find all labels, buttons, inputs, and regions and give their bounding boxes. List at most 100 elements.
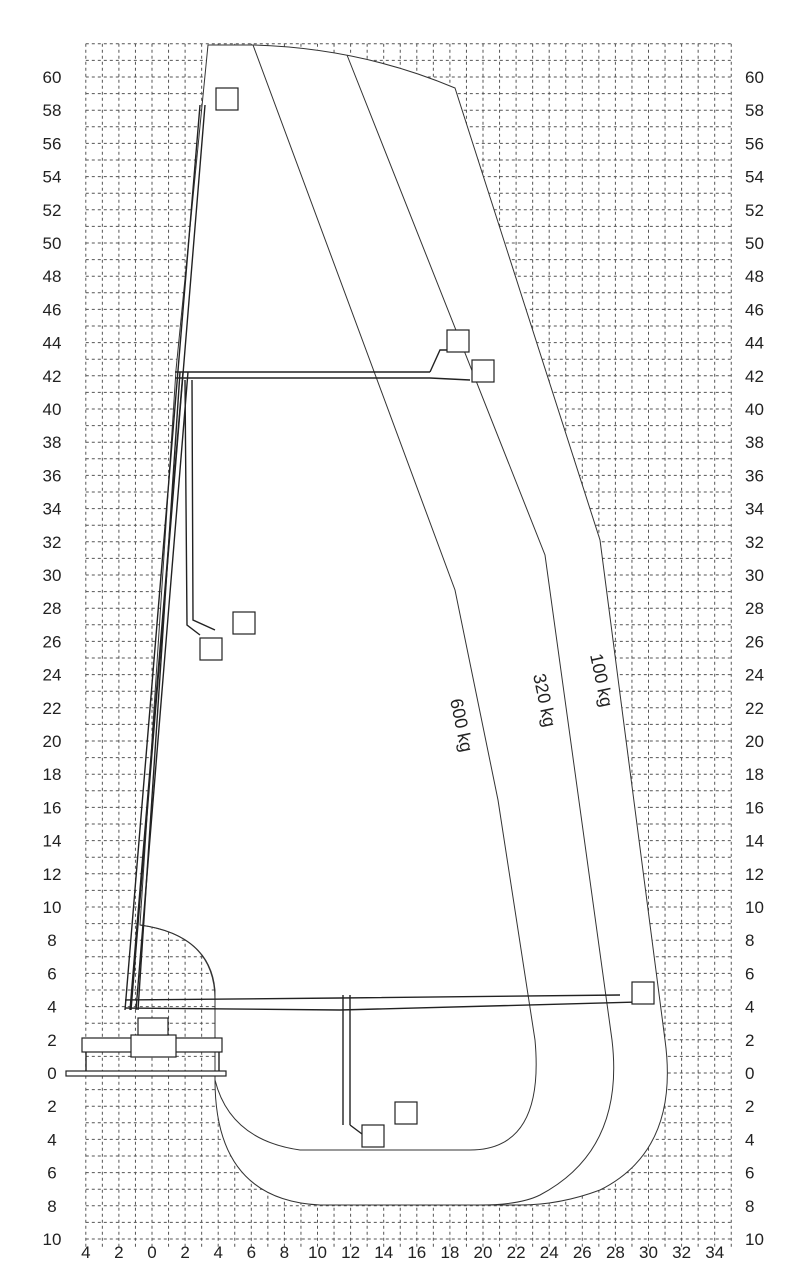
y-tick-label: 20 — [745, 732, 764, 751]
curve-320kg — [346, 54, 615, 1206]
y-tick-label: 4 — [47, 1130, 56, 1149]
x-tick-label: 2 — [180, 1243, 189, 1262]
x-tick-label: 34 — [705, 1243, 724, 1262]
x-tick-label: 16 — [407, 1243, 426, 1262]
y-tick-label: 16 — [43, 798, 62, 817]
y-tick-label: 2 — [47, 1097, 56, 1116]
x-tick-label: 4 — [213, 1243, 222, 1262]
y-tick-label: 58 — [43, 101, 62, 120]
y-tick-label: 24 — [43, 666, 62, 685]
x-tick-label: 28 — [606, 1243, 625, 1262]
y-tick-label: 30 — [745, 566, 764, 585]
y-tick-label: 44 — [745, 334, 764, 353]
x-tick-label: 10 — [308, 1243, 327, 1262]
y-tick-label: 28 — [745, 599, 764, 618]
y-tick-label: 52 — [43, 201, 62, 220]
y-tick-label: 8 — [745, 1197, 754, 1216]
x-tick-label: 2 — [114, 1243, 123, 1262]
y-tick-label: 30 — [43, 566, 62, 585]
y-tick-label: 24 — [745, 666, 764, 685]
y-tick-label: 38 — [745, 433, 764, 452]
x-tick-label: 32 — [672, 1243, 691, 1262]
y-tick-label: 22 — [745, 699, 764, 718]
y-tick-label: 6 — [745, 1164, 754, 1183]
y-tick-label: 18 — [745, 765, 764, 784]
y-tick-label: 26 — [43, 632, 62, 651]
y-tick-label: 58 — [745, 101, 764, 120]
y-tick-label: 10 — [745, 1230, 764, 1249]
ground-plate — [65, 1070, 227, 1077]
y-tick-label: 4 — [745, 998, 754, 1017]
x-tick-label: 14 — [374, 1243, 393, 1262]
y-tick-label: 56 — [43, 134, 62, 153]
y-tick-label: 40 — [745, 400, 764, 419]
y-tick-label: 2 — [745, 1097, 754, 1116]
y-tick-label: 4 — [47, 998, 56, 1017]
x-tick-label: 18 — [440, 1243, 459, 1262]
x-tick-label: 20 — [474, 1243, 493, 1262]
y-tick-label: 6 — [745, 964, 754, 983]
y-tick-label: 38 — [43, 433, 62, 452]
machine — [65, 87, 655, 1148]
y-tick-label: 32 — [43, 533, 62, 552]
y-tick-label: 2 — [745, 1031, 754, 1050]
x-tick-label: 6 — [247, 1243, 256, 1262]
y-tick-label: 18 — [43, 765, 62, 784]
x-tick-label: 26 — [573, 1243, 592, 1262]
y-tick-label: 40 — [43, 400, 62, 419]
y-tick-label: 16 — [745, 798, 764, 817]
y-tick-label: 28 — [43, 599, 62, 618]
y-tick-label: 46 — [745, 300, 764, 319]
y-tick-label: 4 — [745, 1130, 754, 1149]
y-tick-label: 10 — [745, 898, 764, 917]
x-tick-label: 12 — [341, 1243, 360, 1262]
y-tick-label: 42 — [43, 367, 62, 386]
y-tick-label: 8 — [745, 931, 754, 950]
y-tick-label: 22 — [43, 699, 62, 718]
y-axis-left: 6058565452504846444240383634323028262422… — [43, 68, 62, 1249]
y-tick-label: 26 — [745, 632, 764, 651]
envelope-100kg — [139, 44, 668, 1206]
y-tick-label: 60 — [745, 68, 764, 87]
y-tick-label: 46 — [43, 300, 62, 319]
y-tick-label: 0 — [745, 1064, 754, 1083]
y-tick-label: 34 — [43, 500, 62, 519]
y-tick-label: 60 — [43, 68, 62, 87]
y-tick-label: 14 — [43, 832, 62, 851]
y-tick-label: 8 — [47, 1197, 56, 1216]
y-tick-label: 34 — [745, 500, 764, 519]
y-tick-label: 2 — [47, 1031, 56, 1050]
y-tick-label: 54 — [745, 168, 764, 187]
y-tick-label: 14 — [745, 832, 764, 851]
x-tick-label: 4 — [81, 1243, 90, 1262]
x-axis: 4 2 0 2 4 6 8 10 12 14 16 18 20 22 24 26 28 30 32 34 — [81, 1243, 724, 1262]
curve-600kg — [214, 44, 537, 1151]
y-tick-label: 54 — [43, 168, 62, 187]
x-tick-label: 0 — [147, 1243, 156, 1262]
x-tick-label: 22 — [507, 1243, 526, 1262]
y-tick-label: 44 — [43, 334, 62, 353]
y-tick-label: 12 — [43, 865, 62, 884]
y-tick-label: 42 — [745, 367, 764, 386]
y-tick-label: 50 — [745, 234, 764, 253]
y-tick-label: 10 — [43, 1230, 62, 1249]
y-tick-label: 36 — [43, 466, 62, 485]
y-tick-label: 52 — [745, 201, 764, 220]
y-tick-label: 8 — [47, 931, 56, 950]
y-tick-label: 48 — [745, 267, 764, 286]
y-tick-label: 10 — [43, 898, 62, 917]
y-tick-label: 6 — [47, 964, 56, 983]
y-tick-label: 36 — [745, 466, 764, 485]
x-tick-label: 24 — [540, 1243, 559, 1262]
base-arc — [139, 924, 216, 1001]
y-tick-label: 6 — [47, 1164, 56, 1183]
y-tick-label: 48 — [43, 267, 62, 286]
y-tick-label: 20 — [43, 732, 62, 751]
y-tick-label: 50 — [43, 234, 62, 253]
y-tick-label: 32 — [745, 533, 764, 552]
y-tick-label: 56 — [745, 134, 764, 153]
y-tick-label: 0 — [47, 1064, 56, 1083]
x-tick-label: 30 — [639, 1243, 658, 1262]
x-tick-label: 8 — [280, 1243, 289, 1262]
